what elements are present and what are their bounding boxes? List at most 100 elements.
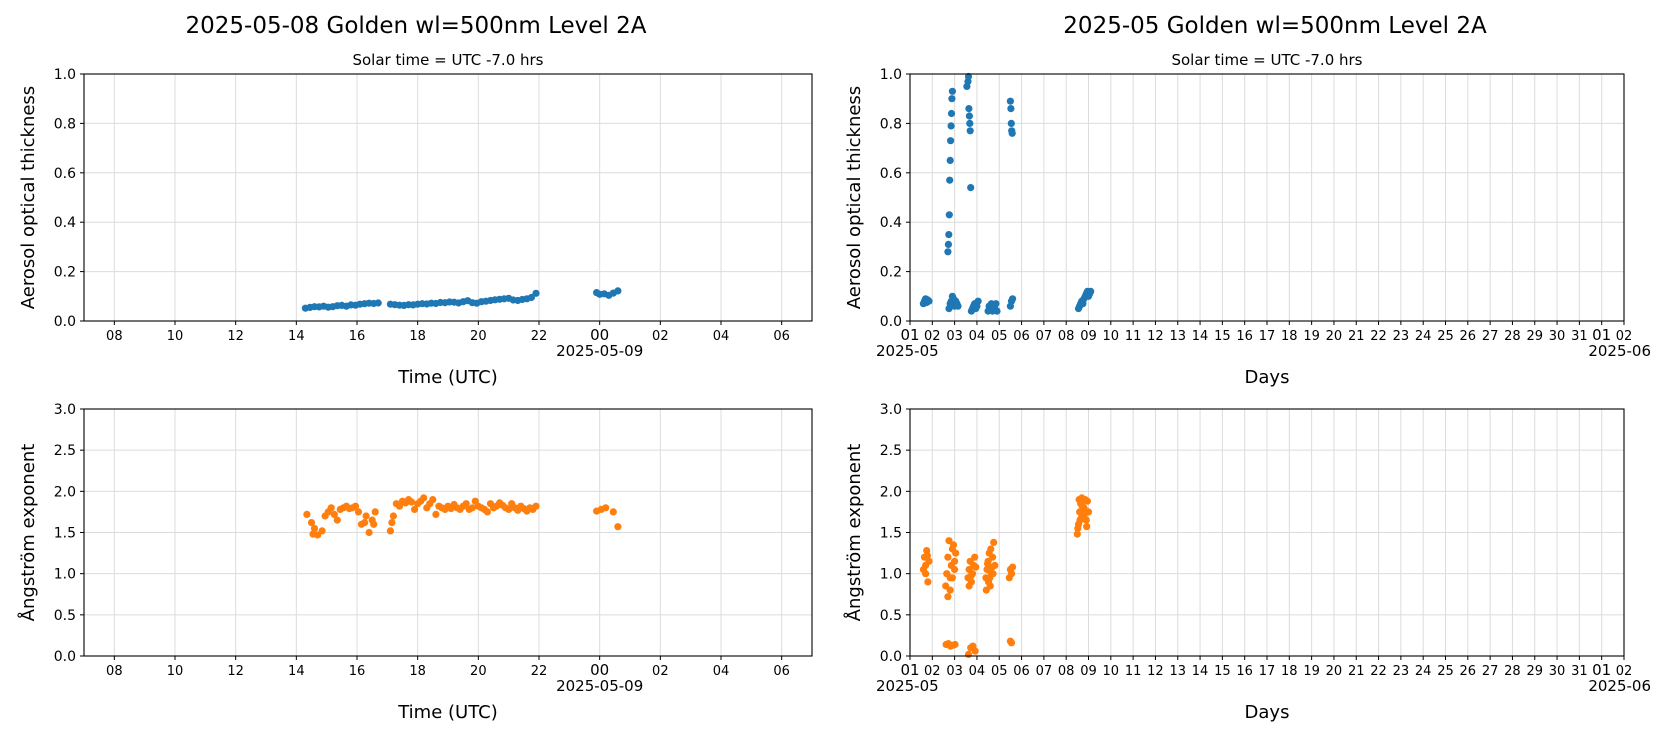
- data-point: [971, 553, 979, 561]
- data-point: [988, 563, 996, 571]
- x-tick-label: 22: [531, 664, 548, 679]
- x-tick-label: 02: [652, 329, 669, 344]
- x-tick-label: 17: [1259, 664, 1276, 679]
- x-tick-label: 12: [1147, 329, 1164, 344]
- x-tick-label: 28: [1504, 329, 1521, 344]
- data-point: [429, 496, 437, 504]
- data-point: [974, 297, 982, 305]
- data-point: [420, 494, 428, 502]
- data-point: [351, 502, 360, 510]
- y-tick-label: 0.2: [880, 265, 902, 281]
- x-tick-label: 18: [409, 664, 426, 679]
- data-point: [944, 553, 952, 561]
- x-tick-label: 27: [1482, 329, 1499, 344]
- data-point: [989, 553, 997, 561]
- x-tick-label: 14: [1192, 329, 1209, 344]
- data-point: [1080, 505, 1088, 513]
- x-tick-label: 13: [1169, 329, 1186, 344]
- data-point: [972, 563, 980, 571]
- y-tick-label: 0.4: [880, 215, 902, 231]
- data-point: [990, 538, 998, 547]
- data-point: [307, 519, 316, 527]
- x-tick-label: 29: [1526, 329, 1543, 344]
- x-tick-label: 02: [652, 664, 669, 679]
- x-tick-label: 22: [531, 329, 548, 344]
- data-point: [992, 300, 1000, 308]
- data-point: [365, 528, 373, 537]
- x-tick-label: 01: [1592, 326, 1611, 344]
- x-tick-label: 04: [969, 664, 986, 679]
- data-point: [370, 520, 378, 528]
- x-tick-label: 25: [1437, 664, 1454, 679]
- x-tick-label: 10: [1103, 664, 1120, 679]
- data-point: [614, 523, 622, 531]
- y-tick-label: 1.5: [54, 526, 76, 542]
- y-axis-label: Ångström exponent: [843, 444, 865, 622]
- data-point: [925, 297, 933, 305]
- x-axis-label: Days: [1245, 367, 1290, 388]
- data-point: [386, 527, 394, 535]
- data-point: [361, 519, 369, 527]
- x-tick-label: 00: [590, 326, 609, 344]
- y-tick-label: 0.0: [54, 649, 76, 665]
- x-tick-label: 20: [470, 329, 487, 344]
- x-tick-label: 08: [1058, 664, 1075, 679]
- y-axis-label: Aerosol optical thickness: [844, 86, 865, 309]
- x-tick-label: 09: [1080, 664, 1097, 679]
- x-tick-label: 02: [924, 664, 941, 679]
- data-point: [333, 516, 341, 524]
- x-tick-label: 06: [1013, 664, 1030, 679]
- data-point: [388, 519, 396, 527]
- y-tick-label: 1.0: [880, 567, 902, 583]
- x-tick-label: 27: [1482, 664, 1499, 679]
- x-tick-label: 05: [991, 329, 1008, 344]
- y-tick-label: 0.0: [880, 314, 902, 330]
- x-tick-label: 20: [1326, 664, 1343, 679]
- x-tick-label: 02: [924, 329, 941, 344]
- data-point: [963, 82, 971, 90]
- data-point: [310, 524, 319, 533]
- x-tick-label: 24: [1415, 329, 1432, 344]
- x-tick-label: 16: [349, 664, 366, 679]
- data-point: [1073, 530, 1081, 538]
- x-tick-label: 22: [1370, 664, 1387, 679]
- x-tick-label: 15: [1214, 664, 1231, 679]
- x-tick-label: 23: [1393, 329, 1410, 344]
- data-point: [944, 248, 952, 256]
- y-tick-label: 0.0: [54, 314, 76, 330]
- y-tick-label: 2.5: [54, 443, 76, 459]
- data-point: [951, 565, 959, 574]
- x-tick-label: 16: [1236, 664, 1253, 679]
- data-point: [1007, 105, 1015, 113]
- data-point: [1007, 570, 1016, 578]
- x-end-date-label: 2025-06: [1588, 342, 1651, 360]
- data-point: [1083, 497, 1091, 505]
- data-point: [947, 137, 955, 145]
- data-point: [1087, 287, 1095, 295]
- x-axis-label: Time (UTC): [397, 367, 498, 388]
- plot-frame: [909, 73, 1625, 322]
- data-point: [1007, 639, 1016, 647]
- x-tick-label: 13: [1169, 664, 1186, 679]
- data-point: [1074, 524, 1082, 533]
- y-tick-label: 2.0: [54, 484, 76, 500]
- data-point: [527, 293, 536, 302]
- plot-subtitle: Solar time = UTC -7.0 hrs: [352, 51, 543, 69]
- y-tick-label: 1.0: [880, 67, 902, 83]
- x-start-date-label: 2025-05: [876, 677, 939, 695]
- x-tick-label: 31: [1571, 664, 1588, 679]
- x-axis-label: Days: [1245, 702, 1290, 723]
- x-tick-label: 03: [946, 664, 963, 679]
- data-point: [532, 502, 540, 510]
- y-tick-label: 0.6: [880, 166, 902, 182]
- x-tick-label: 01: [1592, 661, 1611, 679]
- data-point: [954, 302, 962, 310]
- x-tick-label: 16: [349, 329, 366, 344]
- y-tick-label: 1.5: [880, 526, 902, 542]
- data-point: [965, 105, 973, 113]
- data-point: [965, 112, 974, 120]
- data-point: [924, 578, 932, 586]
- y-tick-label: 0.8: [54, 116, 76, 132]
- data-point: [982, 586, 990, 594]
